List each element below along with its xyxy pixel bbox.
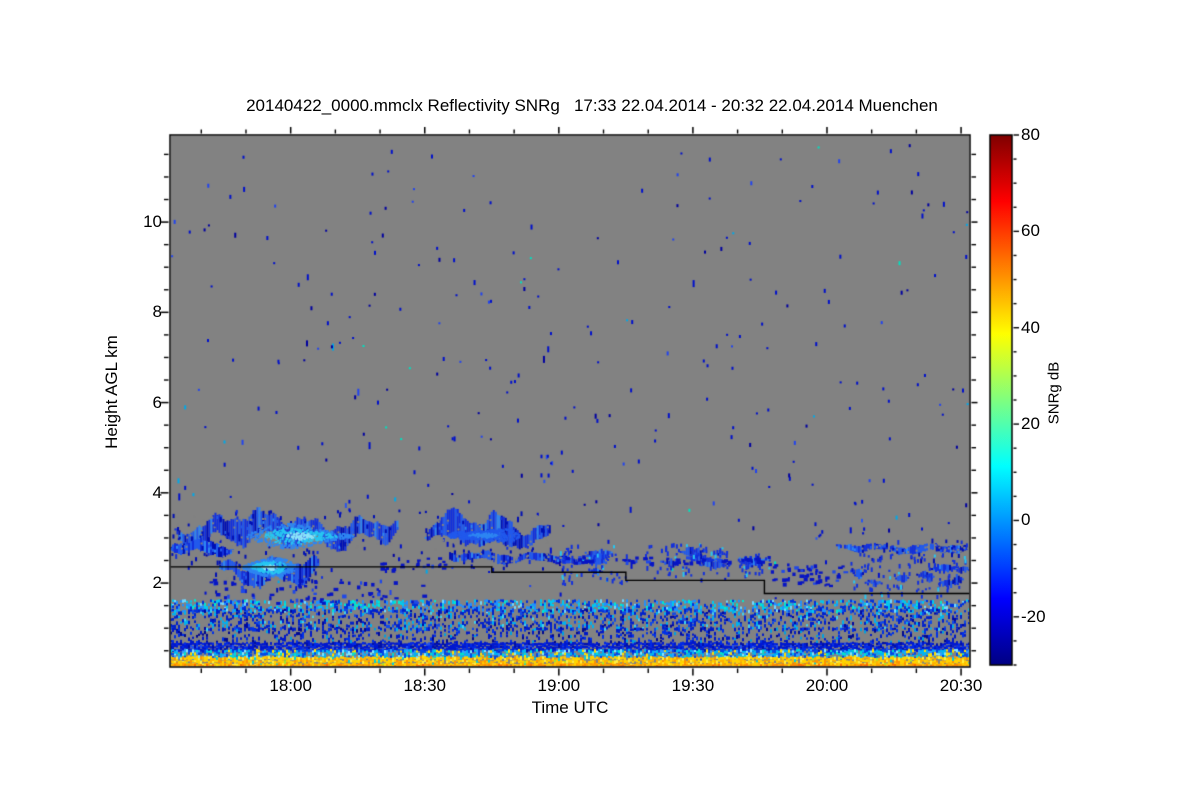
- y-tick-label: 4: [152, 482, 162, 502]
- x-tick-label: 18:00: [269, 676, 312, 695]
- y-tick-label: 10: [143, 212, 162, 232]
- x-tick-label: 20:30: [939, 676, 983, 695]
- y-tick-label: 8: [152, 302, 162, 322]
- colorbar-tick-label: 80: [1021, 125, 1040, 144]
- colorbar-tick-label: 0: [1021, 510, 1031, 530]
- colorbar-tick-label: -20: [1021, 606, 1046, 626]
- colorbar-tick-label: 20: [1021, 414, 1040, 434]
- colorbar-tick-label: 40: [1021, 317, 1040, 337]
- x-tick-label: 18:30: [403, 676, 446, 695]
- x-tick-label: 20:00: [805, 676, 849, 695]
- chart-title: 20140422_0000.mmclx Reflectivity SNRg 17…: [246, 96, 938, 115]
- y-tick-label: 2: [152, 573, 162, 593]
- x-tick-label: 19:30: [671, 676, 715, 695]
- colorbar-tick-label: 60: [1021, 221, 1040, 241]
- y-tick-label: 6: [152, 392, 162, 412]
- x-axis-label: Time UTC: [531, 698, 609, 717]
- x-tick-label: 19:00: [537, 676, 581, 695]
